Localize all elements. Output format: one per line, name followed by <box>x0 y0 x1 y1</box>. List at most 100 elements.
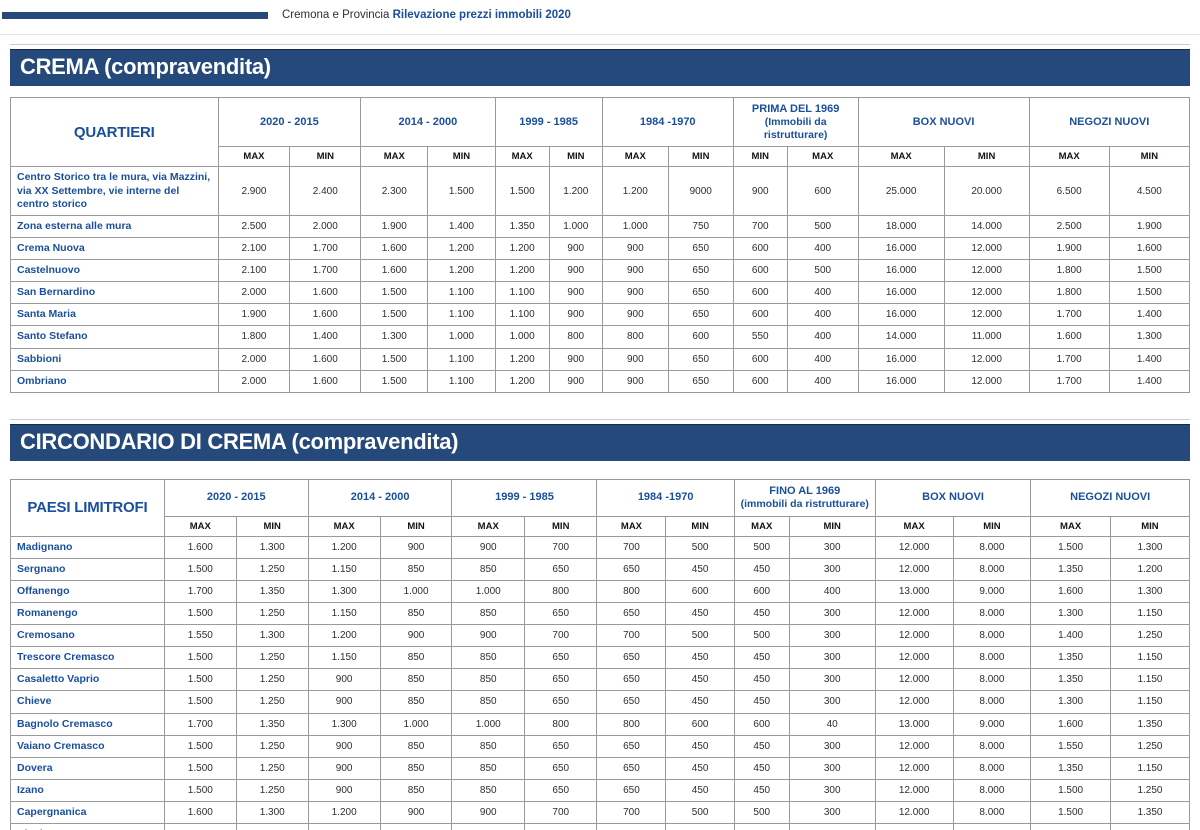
price-cell: 450 <box>665 668 735 692</box>
price-cell: 1.000 <box>494 325 550 349</box>
price-cell: 1.150 <box>1109 646 1191 670</box>
column-group-header: NEGOZI NUOVI <box>1028 96 1191 148</box>
column-group-label: 1999 - 1985 <box>495 491 554 504</box>
price-cell: 600 <box>732 281 788 305</box>
price-cell: 1.300 <box>1030 690 1111 714</box>
price-cell: 6.500 <box>1028 166 1110 216</box>
price-cell: 600 <box>732 369 788 393</box>
price-cell: 900 <box>732 166 788 216</box>
table-row: Trescore Cremasco 1.500 1.250 1.150 850 850 65… <box>10 646 1191 670</box>
price-cell: 500 <box>665 823 735 830</box>
price-cell: 1.300 <box>307 579 381 603</box>
price-cell: 300 <box>788 535 876 559</box>
row-label: Capergnanica <box>10 801 165 825</box>
price-cell: 1.500 <box>360 303 429 327</box>
price-cell: 650 <box>523 601 598 626</box>
price-cell: 300 <box>788 756 876 780</box>
column-group-header: BOX NUOVI <box>874 478 1032 517</box>
max-min-header: MIN <box>788 515 876 537</box>
price-cell: 1.500 <box>163 756 237 780</box>
price-cell: 600 <box>732 236 788 261</box>
price-cell: 1.100 <box>427 303 496 327</box>
page-header-prefix: Cremona e Provincia <box>282 9 390 21</box>
table-row: Crema Nuova 2.100 1.700 1.600 1.200 1.200 900 9… <box>10 236 1191 261</box>
price-cell: 8.000 <box>952 823 1032 830</box>
price-cell: 1.100 <box>494 281 550 305</box>
price-cell: 300 <box>788 624 876 648</box>
column-group-header: 2020 - 2015 <box>163 478 309 517</box>
table-body: Centro Storico tra le mura, via Mazzini,… <box>10 166 1191 393</box>
price-cell: 650 <box>667 281 734 305</box>
price-cell: 1.250 <box>235 557 309 581</box>
column-group-header: 1984 -1970 <box>596 478 735 517</box>
price-cell: 1.500 <box>163 646 237 670</box>
column-group-header: 1984 -1970 <box>601 96 734 148</box>
price-cell: 1.200 <box>307 535 381 559</box>
price-cell: 450 <box>733 646 790 670</box>
price-cell: 1.800 <box>217 325 291 349</box>
table-row: Centro Storico tra le mura, via Mazzini,… <box>10 166 1191 216</box>
page-title: Rilevazione prezzi immobili 2020 <box>392 9 571 21</box>
price-cell: 600 <box>665 579 735 603</box>
max-min-header: MIN <box>665 515 735 537</box>
price-cell: 800 <box>596 579 667 603</box>
max-min-header: MAX <box>1028 146 1110 168</box>
price-cell: 850 <box>451 690 525 714</box>
price-cell: 1.300 <box>360 325 429 349</box>
column-group-sublabel: (immobili da ristrutturare) <box>740 497 869 510</box>
price-cell: 14.000 <box>943 214 1030 238</box>
column-group-header: FINO AL 1969 (immobili da ristrutturare) <box>733 478 876 517</box>
price-cell: 900 <box>601 281 669 305</box>
max-min-header: MIN <box>667 146 734 168</box>
price-cell: 500 <box>665 801 735 825</box>
header-bar-decoration <box>2 11 268 19</box>
price-cell: 650 <box>667 258 734 283</box>
price-cell: 1.900 <box>1108 214 1191 238</box>
price-cell: 400 <box>786 347 859 371</box>
price-cell: 650 <box>667 303 734 327</box>
price-cell: 1.500 <box>163 690 237 714</box>
price-cell: 1.500 <box>163 668 237 692</box>
row-label: Cremosano <box>10 624 165 648</box>
price-cell: 1.000 <box>379 712 453 736</box>
price-cell: 1.300 <box>235 823 309 830</box>
row-label: Crema Nuova <box>10 236 219 261</box>
price-cell: 8.000 <box>952 690 1032 714</box>
table-row: Sergnano 1.500 1.250 1.150 850 850 650 650 450 45… <box>10 557 1191 581</box>
price-cell: 1.600 <box>289 369 362 393</box>
max-min-header: MIN <box>235 515 309 537</box>
price-cell: 2.000 <box>217 347 291 371</box>
price-cell: 1.800 <box>1028 281 1110 305</box>
row-label: Centro Storico tra le mura, via Mazzini,… <box>10 166 219 216</box>
price-cell: 1.250 <box>1109 624 1191 648</box>
price-cell: 1.400 <box>289 325 362 349</box>
price-cell: 900 <box>379 823 453 830</box>
price-cell: 16.000 <box>857 347 945 371</box>
price-cell: 16.000 <box>857 303 945 327</box>
price-cell: 450 <box>733 557 790 581</box>
row-label: Ombriano <box>10 369 219 393</box>
price-cell: 2.500 <box>217 214 291 238</box>
section-title-crema: CREMA (compravendita) <box>10 49 1190 86</box>
price-cell: 1.300 <box>1109 579 1191 603</box>
header-group-row: PAESI LIMITROFI 2020 - 2015 2014 - 2000 199… <box>10 478 1190 537</box>
column-group-header: 2020 - 2015 <box>217 96 362 148</box>
price-cell: 1.300 <box>1108 325 1191 349</box>
price-cell: 1.500 <box>360 347 429 371</box>
price-cell: 450 <box>733 690 790 714</box>
price-cell: 650 <box>596 646 667 670</box>
price-cell: 1.250 <box>1109 734 1191 758</box>
price-cell: 300 <box>788 557 876 581</box>
row-label: Trescore Cremasco <box>10 646 165 670</box>
price-cell: 1.700 <box>1028 347 1110 371</box>
table-row: Santo Stefano 1.800 1.400 1.300 1.000 1.000 80… <box>10 325 1191 349</box>
max-min-header: MIN <box>732 146 788 168</box>
header-subrow: MAX MIN MAX MIN MAX MIN MAX MIN MAX MIN MAX MIN MAX M… <box>11 515 1191 537</box>
price-cell: 1.250 <box>1109 778 1191 803</box>
price-cell: 450 <box>733 778 790 803</box>
price-cell: 850 <box>451 734 525 758</box>
price-cell: 1.600 <box>163 823 237 830</box>
price-cell: 1.500 <box>163 601 237 626</box>
price-cell: 1.200 <box>548 166 603 216</box>
